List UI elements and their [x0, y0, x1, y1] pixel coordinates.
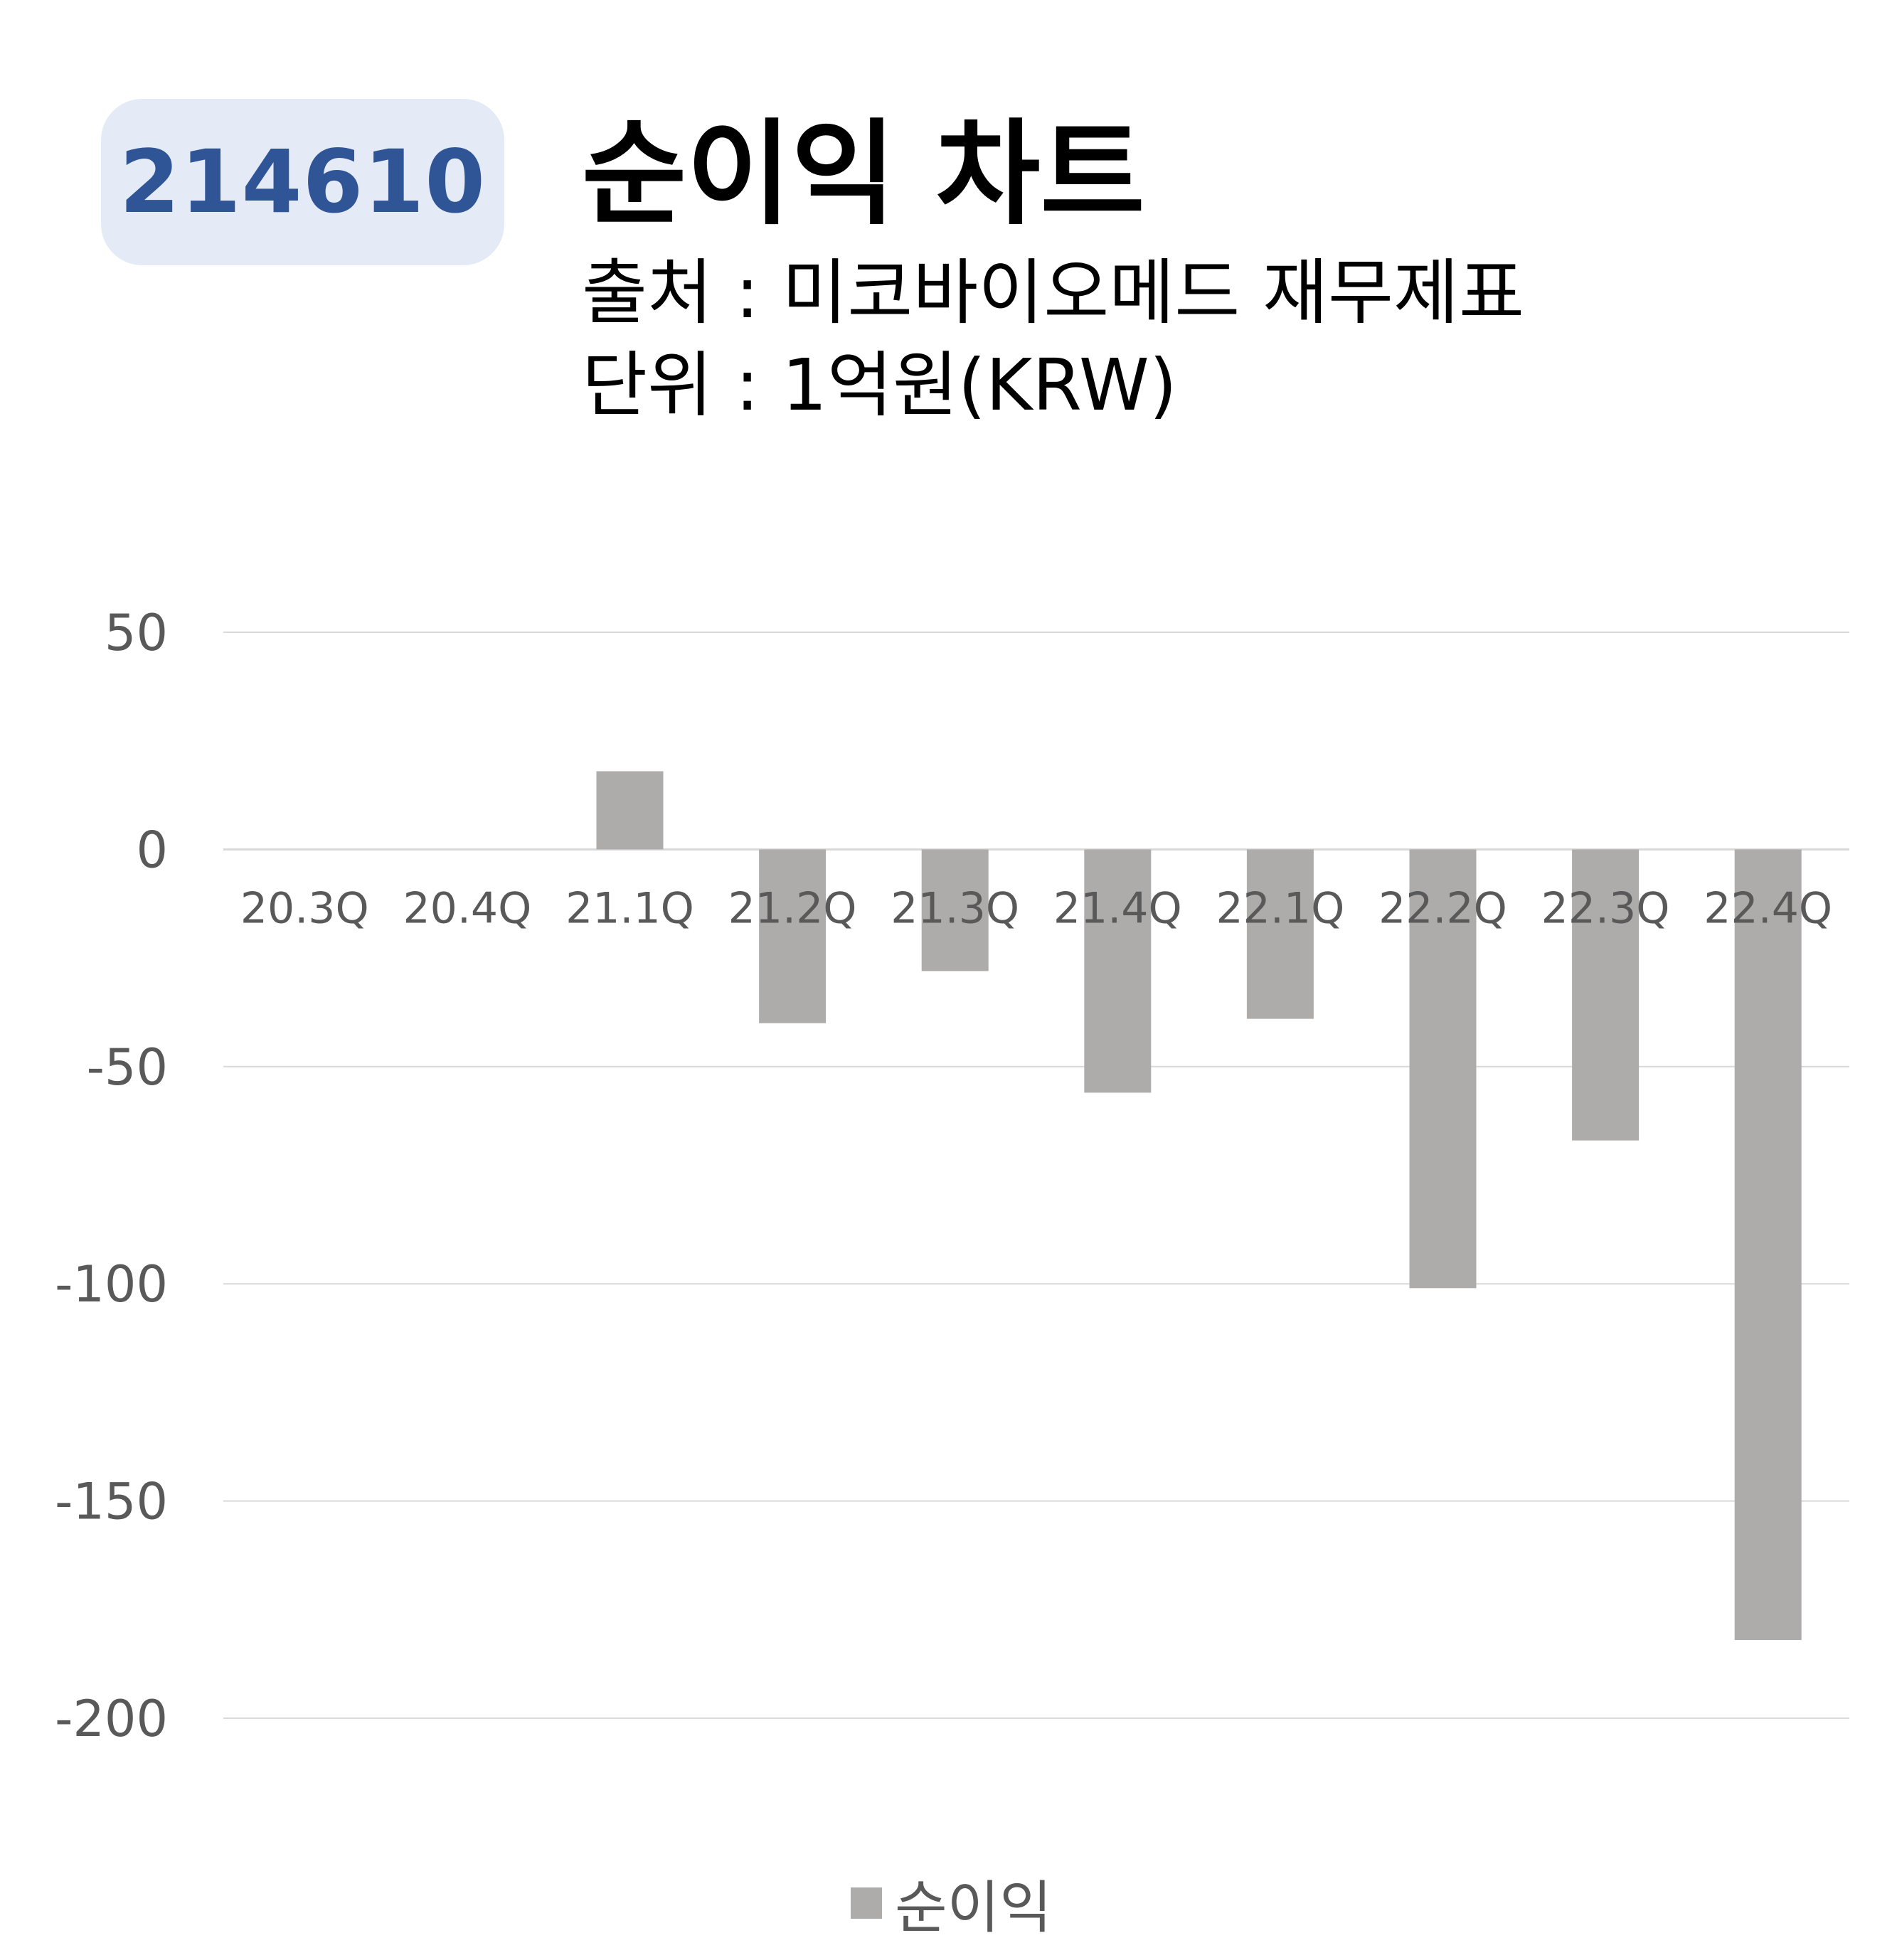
- category-labels: 20.3Q 20.4Q 21.1Q 21.2Q 21.3Q 21.4Q 22.1Q 22.2Q…: [240, 883, 1832, 933]
- bar-22.3Q: [1572, 849, 1640, 1141]
- y-tick-label: 50: [105, 604, 168, 662]
- y-tick-label: -100: [55, 1255, 168, 1314]
- chart-unit: 단위 : 1억원(KRW): [582, 343, 1177, 427]
- bar-22.2Q: [1409, 849, 1477, 1289]
- legend-label: 순이익: [895, 1875, 1052, 1941]
- bar-21.1Q: [596, 771, 664, 850]
- category-label: 21.2Q: [728, 883, 857, 933]
- category-label: 21.4Q: [1053, 883, 1182, 933]
- category-label: 21.3Q: [891, 883, 1019, 933]
- grid-lines: [223, 632, 1849, 1719]
- title-block: 순이익 차트 출처 : 미코바이오메드 재무제표 단위 : 1억원(KRW): [582, 117, 1524, 432]
- category-label: 22.2Q: [1378, 883, 1507, 933]
- category-label: 21.1Q: [565, 883, 694, 933]
- bar-21.2Q: [759, 849, 827, 1023]
- category-label: 22.3Q: [1541, 883, 1670, 933]
- bar-21.4Q: [1084, 849, 1152, 1093]
- y-tick-label: -50: [87, 1038, 168, 1097]
- y-tick-label: -200: [55, 1690, 168, 1748]
- bar-21.3Q: [921, 849, 989, 971]
- chart-title: 순이익 차트: [582, 107, 1145, 240]
- chart-source: 출처 : 미코바이오메드 재무제표: [582, 251, 1525, 334]
- y-tick-label: -150: [55, 1473, 168, 1531]
- bar-22.1Q: [1246, 849, 1314, 1019]
- category-label: 20.3Q: [240, 883, 369, 933]
- bars: [596, 771, 1802, 1641]
- y-axis-ticks: 50 0 -50 -100 -150 -200: [55, 604, 168, 1748]
- bar-22.4Q: [1734, 849, 1802, 1641]
- legend: 순이익: [851, 1862, 1052, 1944]
- legend-swatch: [851, 1887, 882, 1919]
- category-label: 22.1Q: [1216, 883, 1344, 933]
- stock-code-badge: 214610: [101, 99, 504, 265]
- category-label: 20.4Q: [403, 883, 531, 933]
- category-label: 22.4Q: [1704, 883, 1832, 933]
- y-tick-label: 0: [136, 821, 168, 879]
